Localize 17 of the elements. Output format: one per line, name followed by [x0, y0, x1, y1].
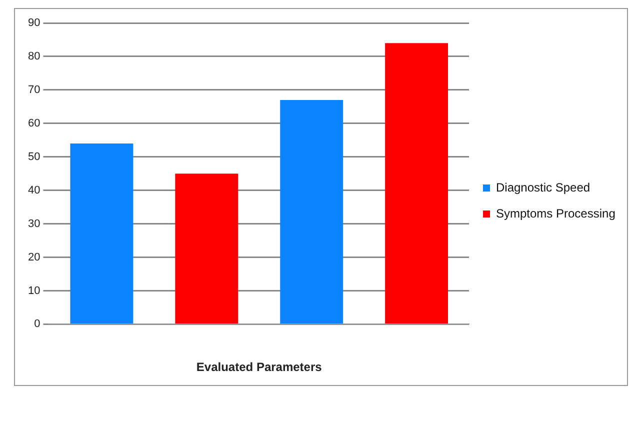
y-tick-label: 0	[34, 318, 40, 330]
y-tick-label: 60	[28, 117, 40, 130]
legend-label: Diagnostic Speed	[496, 180, 590, 194]
bar	[70, 143, 134, 324]
bar	[280, 100, 344, 324]
y-tick-label: 70	[28, 84, 40, 96]
bar	[175, 174, 238, 324]
y-tick-label: 50	[28, 150, 40, 163]
bar	[385, 43, 448, 324]
y-tick-label: 30	[28, 218, 40, 230]
y-tick-label: 80	[28, 50, 40, 62]
y-tick-label: 20	[28, 251, 40, 264]
y-tick-label: 40	[28, 184, 40, 196]
x-axis-title: Evaluated Parameters	[196, 360, 322, 374]
y-tick-label: 90	[28, 17, 40, 30]
legend-label: Symptoms Processing	[496, 206, 616, 220]
y-tick-label: 10	[28, 284, 40, 297]
